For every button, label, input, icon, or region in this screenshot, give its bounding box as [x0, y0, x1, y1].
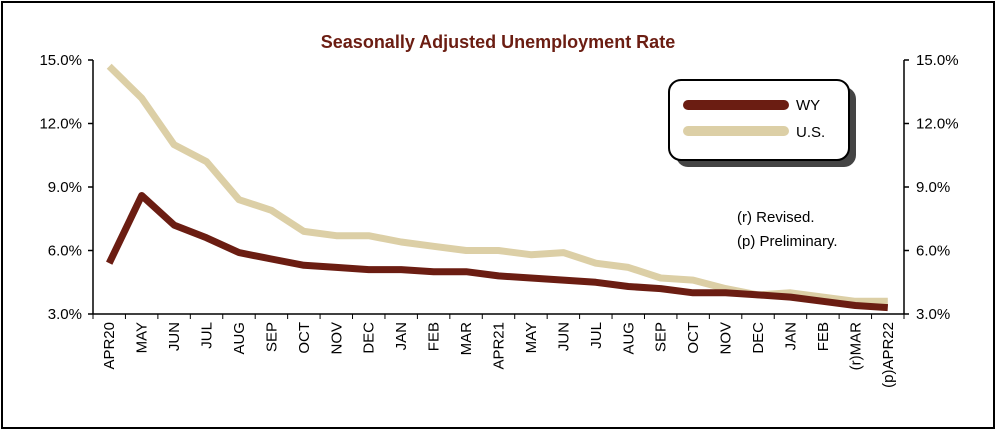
- x-tick-label: JAN: [782, 322, 799, 350]
- x-tick-label: FEB: [426, 322, 443, 351]
- y-tick-label-right: 9.0%: [916, 179, 950, 196]
- x-tick-label: (p)APR22: [880, 322, 897, 388]
- x-tick-label: MAR: [458, 322, 475, 356]
- legend-box: [668, 79, 850, 161]
- x-tick-label: SEP: [263, 322, 280, 352]
- legend: WY U.S.: [668, 79, 856, 167]
- y-axis-right-ticks: 3.0% 6.0% 9.0% 12.0% 15.0%: [904, 52, 959, 323]
- y-tick-label-left: 12.0%: [39, 116, 82, 133]
- y-tick-label-left: 9.0%: [48, 179, 82, 196]
- x-tick-label: NOV: [328, 322, 345, 355]
- x-tick-label: DEC: [750, 322, 767, 354]
- series-line-wy: [106, 192, 889, 312]
- x-tick-label: NOV: [718, 322, 735, 355]
- x-tick-label: JUL: [588, 322, 605, 349]
- y-tick-label-right: 15.0%: [916, 52, 959, 69]
- y-tick-label-right: 3.0%: [916, 306, 950, 323]
- y-tick-label-left: 3.0%: [48, 306, 82, 323]
- x-tick-label: SEP: [653, 322, 670, 352]
- y-tick-label-right: 12.0%: [916, 116, 959, 133]
- x-tick-label: MAY: [134, 322, 151, 353]
- x-tick-label: OCT: [296, 322, 313, 354]
- y-tick-label-left: 6.0%: [48, 243, 82, 260]
- series-lines: [106, 63, 889, 312]
- x-tick-label: APR21: [491, 322, 508, 370]
- y-tick-label-right: 6.0%: [916, 243, 950, 260]
- x-tick-label: MAY: [523, 322, 540, 353]
- x-tick-label: AUG: [231, 322, 248, 355]
- legend-label-us: U.S.: [796, 124, 825, 141]
- x-tick-label: DEC: [361, 322, 378, 354]
- x-tick-label: (r)MAR: [847, 322, 864, 370]
- x-tick-label: APR20: [101, 322, 118, 370]
- x-tick-label: JUL: [199, 322, 216, 349]
- x-axis-ticks: APR20 MAY JUN JUL AUG SEP OCT NOV DEC JAN FEB MAR AP…: [92, 314, 905, 388]
- x-tick-label: JAN: [393, 322, 410, 350]
- chart-title: Seasonally Adjusted Unemployment Rate: [321, 32, 675, 52]
- note-preliminary: (p) Preliminary.: [737, 233, 838, 250]
- y-axis-left-ticks: 3.0% 6.0% 9.0% 12.0% 15.0%: [39, 52, 93, 323]
- x-tick-label: FEB: [815, 322, 832, 351]
- x-tick-label: OCT: [685, 322, 702, 354]
- note-revised: (r) Revised.: [737, 209, 815, 226]
- y-tick-label-left: 15.0%: [39, 52, 82, 69]
- x-tick-label: JUN: [166, 322, 183, 351]
- notes: (r) Revised. (p) Preliminary.: [737, 209, 838, 250]
- x-tick-label: JUN: [555, 322, 572, 351]
- legend-label-wy: WY: [796, 97, 820, 114]
- x-tick-label: AUG: [620, 322, 637, 355]
